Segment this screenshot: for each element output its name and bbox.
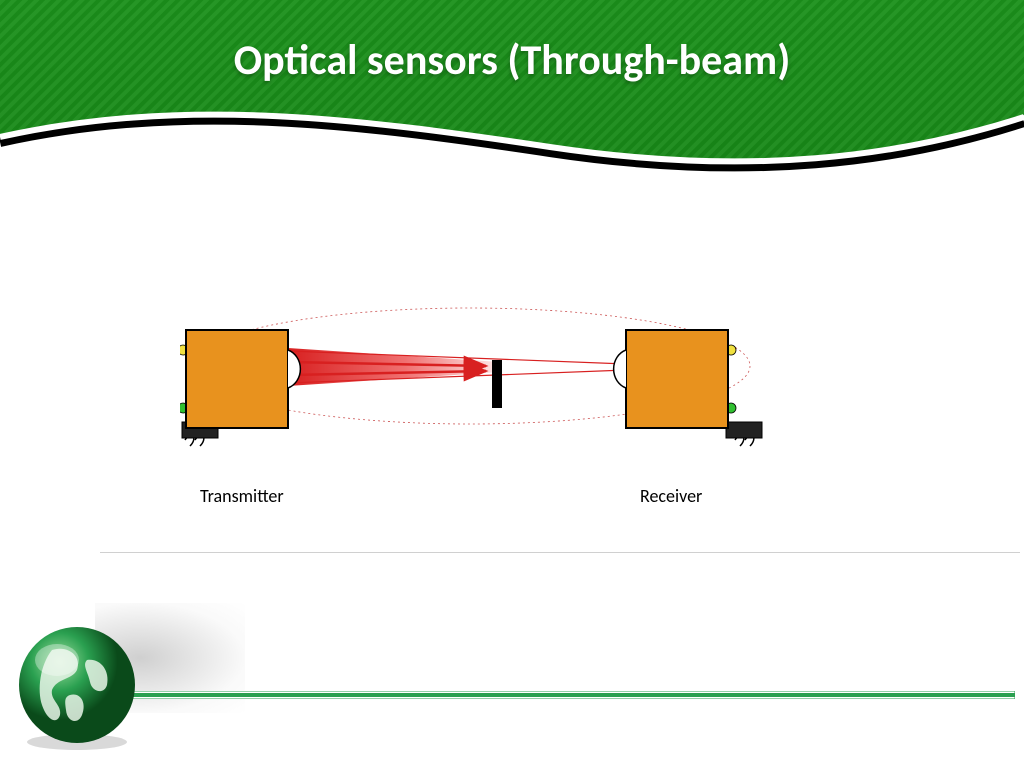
content-divider [100,552,1020,553]
transmitter-label: Transmitter [200,485,284,507]
footer-accent-line [95,685,1015,693]
slide-header [0,0,1024,180]
through-beam-diagram: Transmitter Receiver [180,290,820,540]
slide-title: Optical sensors (Through-beam) [0,35,1024,86]
light-beam [288,348,500,386]
receiver-device [614,330,762,446]
transmitter-device [180,330,300,446]
obstacle [492,360,502,408]
globe-icon [12,620,142,750]
receiver-label: Receiver [640,485,702,507]
